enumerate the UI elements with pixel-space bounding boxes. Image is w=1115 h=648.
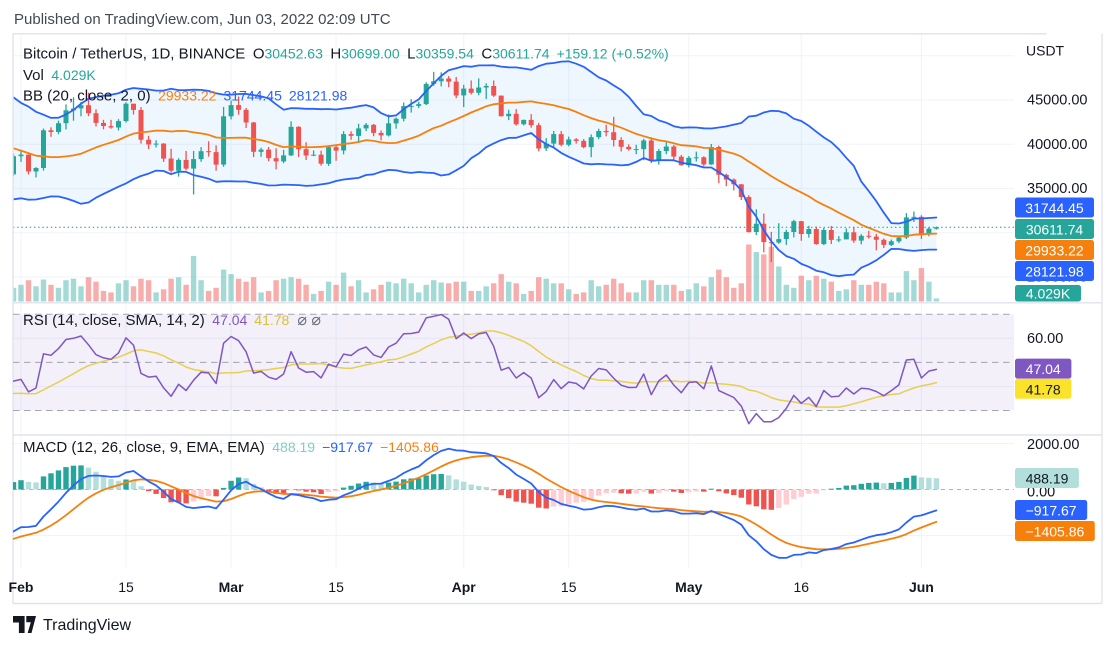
svg-text:−1405.86: −1405.86: [1026, 524, 1085, 540]
svg-text:15: 15: [118, 579, 134, 595]
svg-text:USDT: USDT: [1026, 42, 1065, 58]
svg-text:May: May: [675, 579, 702, 595]
svg-text:40000.00: 40000.00: [1027, 137, 1087, 153]
svg-text:31744.45: 31744.45: [1025, 200, 1084, 216]
svg-text:RSI (14, close, SMA, 14, 2) 47: RSI (14, close, SMA, 14, 2) 47.04 41.78 …: [23, 312, 321, 329]
svg-text:28121.98: 28121.98: [1025, 264, 1084, 280]
svg-text:Jun: Jun: [909, 579, 934, 595]
svg-text:60.00: 60.00: [1027, 331, 1063, 347]
svg-text:Bitcoin / TetherUS, 1D, BINANC: Bitcoin / TetherUS, 1D, BINANCE O30452.6…: [23, 45, 669, 62]
svg-text:Published on TradingView.com,: Published on TradingView.com, Jun 03, 20…: [14, 11, 391, 28]
svg-text:16: 16: [794, 579, 810, 595]
svg-text:15: 15: [561, 579, 577, 595]
svg-text:2000.00: 2000.00: [1027, 437, 1079, 453]
svg-text:Mar: Mar: [219, 579, 244, 595]
svg-text:45000.00: 45000.00: [1027, 93, 1087, 109]
svg-text:BB (20, close, 2, 0) 29933.22: BB (20, close, 2, 0) 29933.22 31744.45 2…: [23, 87, 347, 104]
svg-text:0.00: 0.00: [1027, 485, 1055, 501]
svg-text:41.78: 41.78: [1026, 381, 1061, 397]
svg-text:47.04: 47.04: [1026, 361, 1061, 377]
svg-text:Apr: Apr: [452, 579, 477, 595]
svg-text:Vol 4.029K: Vol 4.029K: [23, 66, 96, 83]
svg-text:4.029K: 4.029K: [1026, 286, 1071, 302]
svg-text:MACD (12, 26, close, 9, EMA, E: MACD (12, 26, close, 9, EMA, EMA) 488.19…: [23, 439, 439, 456]
svg-text:−917.67: −917.67: [1026, 503, 1077, 519]
svg-text:15: 15: [328, 579, 344, 595]
svg-text:488.19: 488.19: [1026, 471, 1069, 487]
svg-text:29933.22: 29933.22: [1025, 243, 1084, 259]
svg-text:35000.00: 35000.00: [1027, 181, 1087, 197]
svg-text:TradingView: TradingView: [43, 617, 131, 634]
svg-text:Feb: Feb: [9, 579, 34, 595]
svg-text:30611.74: 30611.74: [1026, 222, 1084, 238]
